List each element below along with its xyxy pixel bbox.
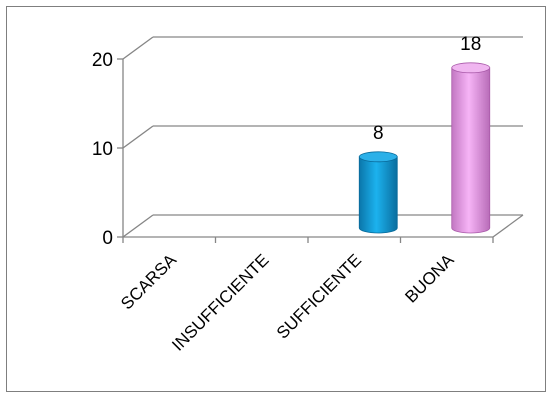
side-wall-gridline (122, 125, 154, 149)
axes (117, 58, 524, 243)
side-wall-gridline (122, 214, 154, 238)
side-wall-gridline (122, 36, 154, 60)
y-tick-label: 10 (92, 139, 113, 160)
data-label: 18 (460, 34, 481, 55)
data-label: 8 (373, 123, 384, 144)
bar-top (451, 62, 491, 74)
y-tick-label: 20 (92, 50, 113, 71)
floor-right-edge (492, 214, 524, 238)
bar-buona (451, 62, 491, 234)
bar-top (358, 151, 398, 163)
x-category-label: SUFFICIENTE (273, 250, 365, 342)
bars (358, 62, 491, 234)
x-category-label: SCARSA (117, 250, 180, 313)
x-category-label: BUONA (401, 250, 458, 307)
bar-sufficiente (358, 151, 398, 234)
bar-body (451, 67, 491, 234)
x-category-label: INSUFFICIENTE (168, 250, 272, 354)
bar-body (358, 156, 398, 234)
y-tick-label: 0 (102, 228, 113, 249)
